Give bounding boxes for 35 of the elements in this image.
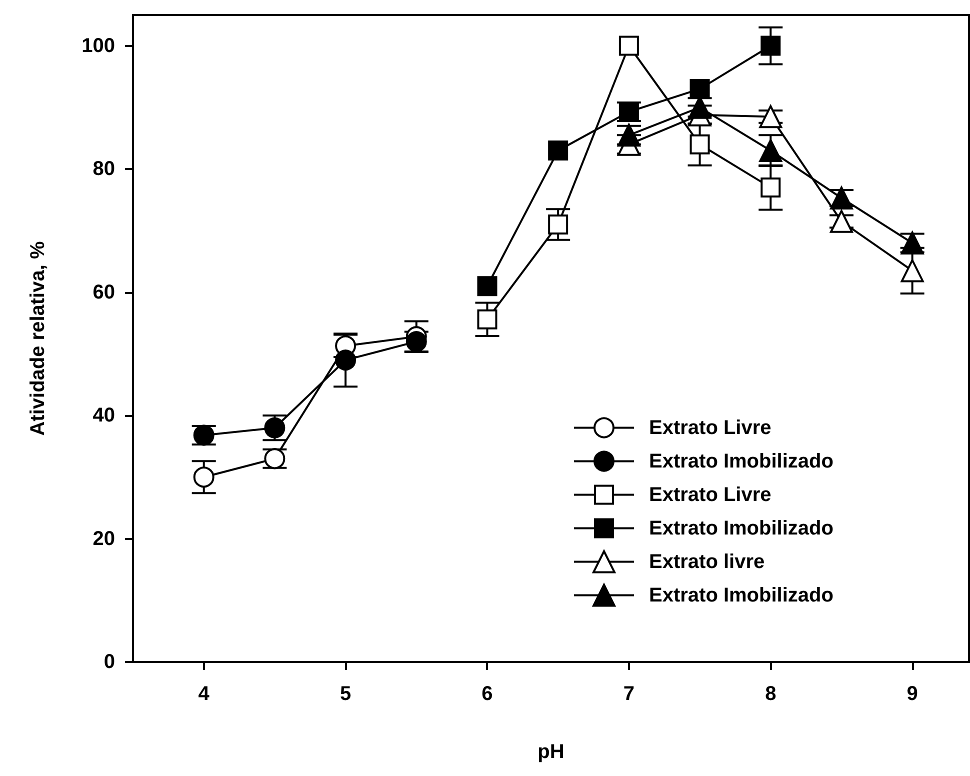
point <box>193 466 214 488</box>
legend-label: Extrato Imobilizado <box>649 517 834 540</box>
x-tick-label: 8 <box>765 683 776 705</box>
x-tick-label: 6 <box>482 683 493 705</box>
point <box>335 350 356 371</box>
y-tick-label: 100 <box>82 34 115 57</box>
legend-label: Extrato Livre <box>649 484 772 506</box>
x-tick-label: 4 <box>198 683 210 705</box>
point <box>759 105 782 128</box>
x-tick-label: 9 <box>906 683 918 705</box>
point <box>760 178 781 198</box>
legend-label: Extrato livre <box>649 550 765 573</box>
point <box>760 36 781 56</box>
point <box>548 214 568 235</box>
point <box>548 140 568 161</box>
x-axis-title: pH <box>538 741 564 763</box>
y-tick-label: 80 <box>92 158 115 180</box>
y-tick-label: 0 <box>104 651 115 673</box>
point <box>900 259 924 282</box>
y-tick-label: 60 <box>92 281 115 304</box>
x-tick-label: 5 <box>340 683 352 705</box>
legend-label: Extrato Imobilizado <box>649 584 834 606</box>
legend-label: Extrato Livre <box>649 416 772 439</box>
legend-label: Extrato Imobilizado <box>649 450 834 472</box>
x-tick-label: 7 <box>623 683 634 705</box>
y-tick-label: 20 <box>92 528 115 550</box>
point <box>618 36 639 56</box>
point <box>690 78 710 99</box>
y-axis-title: Atividade relativa, % <box>27 241 49 436</box>
point <box>759 139 782 162</box>
point <box>690 134 710 154</box>
y-tick-label: 40 <box>92 404 115 427</box>
point <box>830 210 853 233</box>
point <box>477 309 498 330</box>
point <box>477 276 498 296</box>
